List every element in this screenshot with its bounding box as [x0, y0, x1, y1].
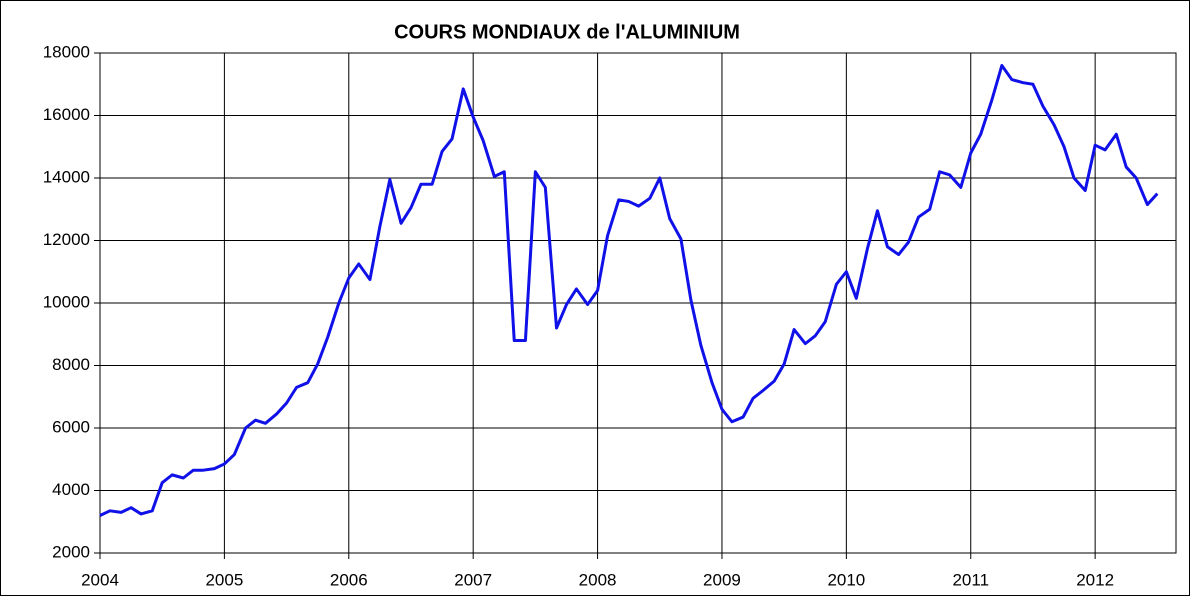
y-tick-label: 12000 [43, 230, 90, 249]
x-tick-label: 2004 [81, 570, 119, 589]
x-tick-label: 2005 [205, 570, 243, 589]
y-tick-label: 8000 [52, 355, 90, 374]
y-tick-label: 6000 [52, 417, 90, 436]
y-tick-label: 2000 [52, 542, 90, 561]
x-tick-label: 2008 [579, 570, 617, 589]
y-tick-label: 10000 [43, 292, 90, 311]
y-tick-label: 16000 [43, 105, 90, 124]
chart-title: COURS MONDIAUX de l'ALUMINIUM [394, 21, 740, 43]
x-tick-label: 2012 [1076, 570, 1114, 589]
y-tick-label: 4000 [52, 480, 90, 499]
x-tick-label: 2006 [330, 570, 368, 589]
x-tick-label: 2007 [454, 570, 492, 589]
x-tick-label: 2010 [827, 570, 865, 589]
x-tick-label: 2011 [952, 570, 989, 589]
y-tick-label: 18000 [43, 42, 90, 61]
data-line [99, 64, 1159, 517]
y-tick-label: 14000 [43, 167, 90, 186]
x-tick-label: 2009 [703, 570, 741, 589]
